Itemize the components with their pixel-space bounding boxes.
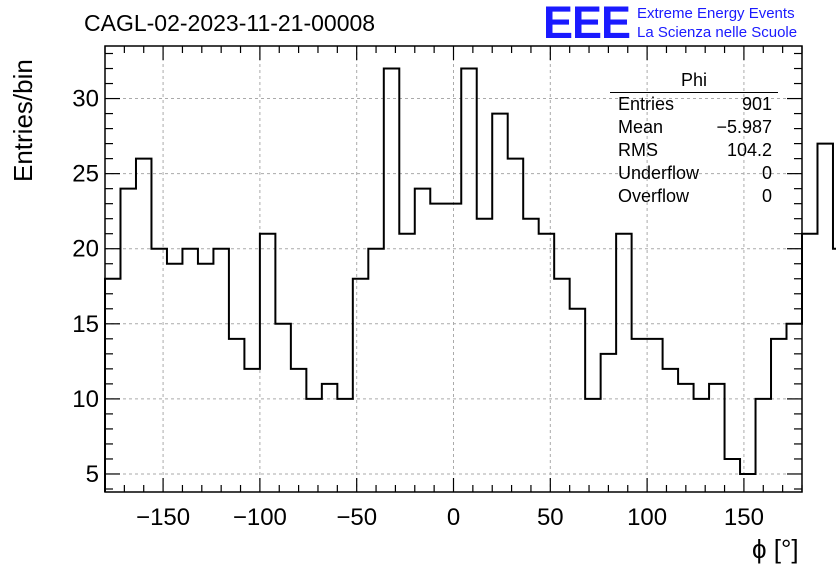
stats-label: Entries (618, 94, 675, 114)
logo-line-2: La Scienza nelle Scuole (637, 24, 798, 41)
logo-line-1: Extreme Energy Events (637, 5, 795, 22)
plot-frame (104, 45, 803, 493)
stats-row-overflow: Overflow 0 (610, 185, 778, 208)
x-tick-label: 50 (537, 504, 564, 531)
y-tick-label: 30 (72, 86, 99, 113)
x-tick-label: −150 (136, 504, 190, 531)
y-tick-label: 5 (86, 461, 99, 488)
stats-label: RMS (618, 140, 658, 160)
x-tick-label: 150 (724, 504, 764, 531)
x-tick-labels: −150 −100 −50 0 50 100 150 (136, 504, 764, 531)
y-tick-labels: 5 10 15 20 25 30 (72, 86, 99, 488)
y-tick-label: 20 (72, 236, 99, 263)
x-tick-label: 0 (447, 504, 460, 531)
y-tick-label: 15 (72, 311, 99, 338)
stats-row-underflow: Underflow 0 (610, 162, 778, 185)
stats-row-entries: Entries 901 (610, 93, 778, 116)
stats-value: 0 (761, 186, 772, 206)
axis-ticks (104, 46, 803, 492)
stats-label: Overflow (618, 186, 690, 206)
eee-logo: EEE (543, 0, 631, 48)
y-axis-label: Entries/bin (8, 59, 38, 182)
stats-value: 901 (741, 94, 772, 114)
stats-row-rms: RMS 104.2 (610, 139, 778, 162)
stats-value: 0 (761, 163, 772, 183)
stats-row-mean: Mean −5.987 (610, 116, 778, 139)
histogram-line (104, 67, 836, 492)
plot-title: CAGL-02-2023-11-21-00008 (84, 10, 376, 36)
stats-value: −5.987 (716, 117, 772, 137)
x-axis-label: ϕ [°] (752, 534, 799, 564)
stats-label: Underflow (618, 163, 700, 183)
stats-box-name: Phi (610, 70, 778, 93)
x-tick-label: −50 (336, 504, 377, 531)
x-tick-label: 100 (627, 504, 667, 531)
eee-logo-text: Extreme Energy Events La Scienza nelle S… (637, 4, 797, 42)
stats-label: Mean (618, 117, 664, 137)
y-tick-label: 25 (72, 161, 99, 188)
stats-box: Phi Entries 901 Mean −5.987 RMS 104.2 Un… (610, 70, 778, 208)
stats-value: 104.2 (726, 140, 772, 160)
x-tick-label: −100 (233, 504, 287, 531)
y-tick-label: 10 (72, 386, 99, 413)
